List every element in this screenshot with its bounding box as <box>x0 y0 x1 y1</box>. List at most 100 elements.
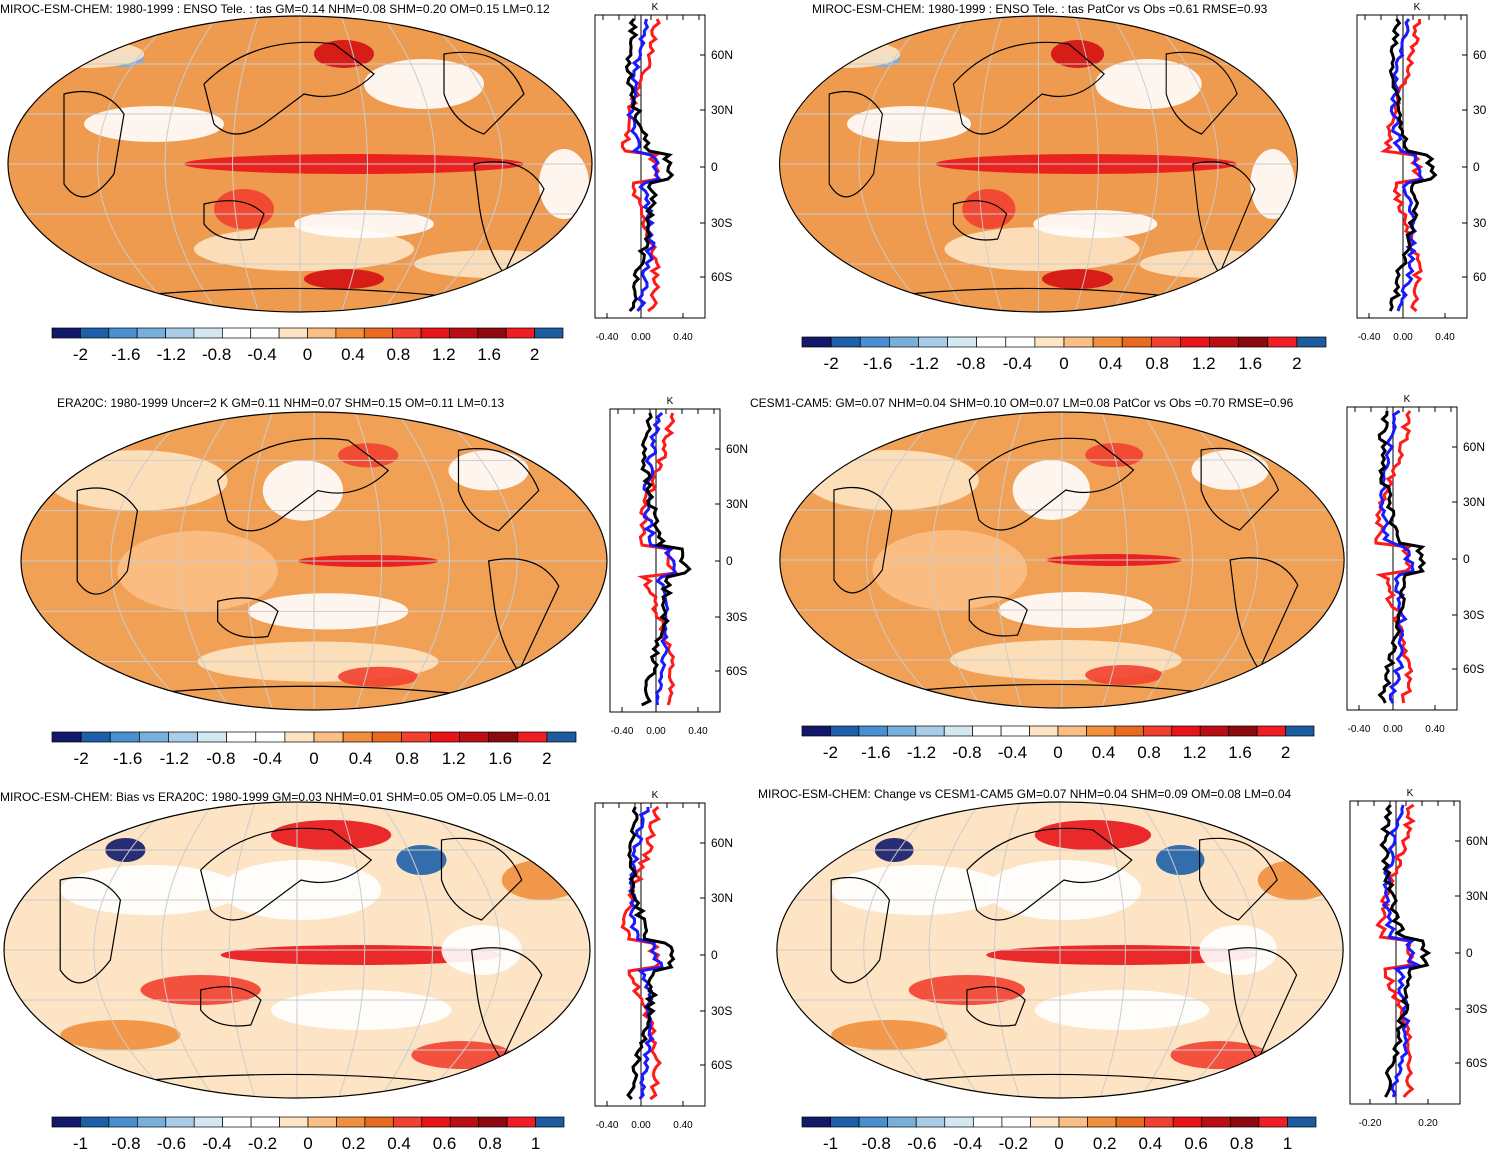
colorbar-swatch <box>1034 336 1065 348</box>
colorbar-swatch <box>1030 1116 1060 1128</box>
colorbar-swatch <box>250 327 280 339</box>
colorbar-label: 0.2 <box>342 1134 366 1153</box>
colorbar-label: -1.6 <box>111 345 140 364</box>
map-anomaly <box>220 860 382 920</box>
colorbar-swatch <box>943 725 974 737</box>
coastline <box>167 685 459 695</box>
colorbar-swatch <box>915 1116 946 1128</box>
coastline <box>966 986 1026 1027</box>
profile-line <box>1381 804 1423 1098</box>
colorbar-swatch <box>1267 336 1298 348</box>
colorbar-label: -0.8 <box>862 1134 891 1153</box>
profile-6: K 60N 30N 0 30S 60S -0.20 0.20 <box>1349 788 1488 1129</box>
profile-lat-label: 60S <box>1466 1056 1487 1070</box>
colorbar-label: 1.6 <box>1238 354 1262 373</box>
profile-x-label: 0.40 <box>1425 724 1445 735</box>
colorbar-swatch <box>278 327 308 339</box>
profile-line <box>1378 409 1416 704</box>
map-anomaly <box>1033 210 1158 238</box>
colorbar-label: 1.2 <box>1183 743 1207 762</box>
colorbar-swatch <box>1087 1116 1117 1128</box>
colorbar-swatch <box>1296 336 1327 348</box>
map-gridline-lon <box>865 412 943 708</box>
map-anomaly <box>338 666 419 687</box>
coastline <box>470 947 543 1062</box>
map-anomaly <box>214 189 274 229</box>
colorbar-label: 0.8 <box>1230 1134 1254 1153</box>
colorbar-label: 1.6 <box>1228 743 1252 762</box>
map-gridline-lon <box>1074 16 1099 312</box>
map-outline <box>3 801 591 1099</box>
coastline <box>150 1073 442 1083</box>
coastline <box>830 876 890 984</box>
colorbar-label: -2 <box>824 354 839 373</box>
colorbar-swatch <box>392 1116 423 1128</box>
colorbar-swatch <box>313 731 344 743</box>
colorbar-swatch <box>1258 1116 1288 1128</box>
colorbar-label: -0.8 <box>111 1134 140 1153</box>
map-gridline-lon <box>337 802 366 1098</box>
map-anomaly <box>396 845 447 875</box>
colorbar-label: 0.6 <box>433 1134 457 1153</box>
profile-lat-label: 60 <box>1473 48 1487 62</box>
colorbar-swatch <box>363 327 394 339</box>
colorbar-swatch <box>1256 725 1286 737</box>
map-anomaly <box>872 530 1028 610</box>
colorbar-swatch <box>392 327 422 339</box>
colorbar-label: 0 <box>1053 743 1062 762</box>
map-gridline-lon <box>379 802 433 1098</box>
map-gridline-lon <box>1181 412 1259 708</box>
colorbar-swatch <box>859 336 890 348</box>
map-anomaly <box>448 450 529 491</box>
colorbar-swatch <box>1209 336 1240 348</box>
profile-line <box>628 806 664 1100</box>
map-anomaly <box>84 106 224 142</box>
colorbar-swatch <box>80 731 111 743</box>
map-gridline-lon <box>420 802 501 1098</box>
colorbar-label: 0.6 <box>1184 1134 1208 1153</box>
coastline <box>200 827 373 921</box>
map-anomaly <box>1155 845 1205 875</box>
colorbar-swatch <box>478 1116 508 1128</box>
colorbar-label: -0.8 <box>952 743 981 762</box>
colorbar-swatch <box>222 1116 252 1128</box>
coastline <box>828 90 883 198</box>
coastline <box>217 597 279 639</box>
colorbar-swatch <box>51 327 81 339</box>
colorbar-label: -0.4 <box>953 1134 982 1153</box>
colorbar-label: 1.6 <box>488 749 512 768</box>
map-anomaly <box>1034 990 1210 1030</box>
colorbar-label: -1.2 <box>160 749 189 768</box>
colorbar-swatch <box>976 336 1007 348</box>
map-2 <box>779 15 1298 313</box>
colorbar-swatch <box>108 327 138 339</box>
colorbar-swatch <box>801 1116 831 1128</box>
profile-lat-label: 60N <box>1463 440 1485 454</box>
profile-lat-label: 60S <box>711 270 732 284</box>
profile-5: K 60N 30N 0 30S 60S -0.40 0.00 0.40 <box>594 790 733 1131</box>
map-anomaly <box>194 227 414 271</box>
map-6 <box>776 801 1344 1099</box>
coastline <box>966 827 1133 921</box>
colorbar-label: 0.2 <box>1093 1134 1117 1153</box>
colorbar-swatch <box>505 327 535 339</box>
map-outline <box>779 411 1345 709</box>
map-field <box>779 16 1298 312</box>
colorbar-swatch <box>1057 725 1087 737</box>
map-anomaly <box>364 59 484 109</box>
map-gridline-lon <box>928 802 981 1098</box>
colorbar-5: -1 -0.8 -0.6 -0.4 -0.2 0 0.2 0.4 0.6 0.8 1 <box>51 1116 565 1153</box>
coastline <box>952 41 1105 135</box>
map-gridline-lon <box>1147 16 1219 312</box>
profile-lat-label: 30 <box>1473 103 1487 117</box>
coastline <box>473 161 545 276</box>
map-4 <box>779 411 1345 709</box>
colorbar-swatch <box>138 731 169 743</box>
coastline <box>457 447 540 532</box>
profile-line <box>1375 803 1416 1099</box>
profile-lat-label: 30S <box>726 610 747 624</box>
colorbar-swatch <box>136 1116 167 1128</box>
colorbar-label: -1.6 <box>861 743 890 762</box>
colorbar-label: 0.8 <box>387 345 411 364</box>
map-outline <box>20 411 608 711</box>
